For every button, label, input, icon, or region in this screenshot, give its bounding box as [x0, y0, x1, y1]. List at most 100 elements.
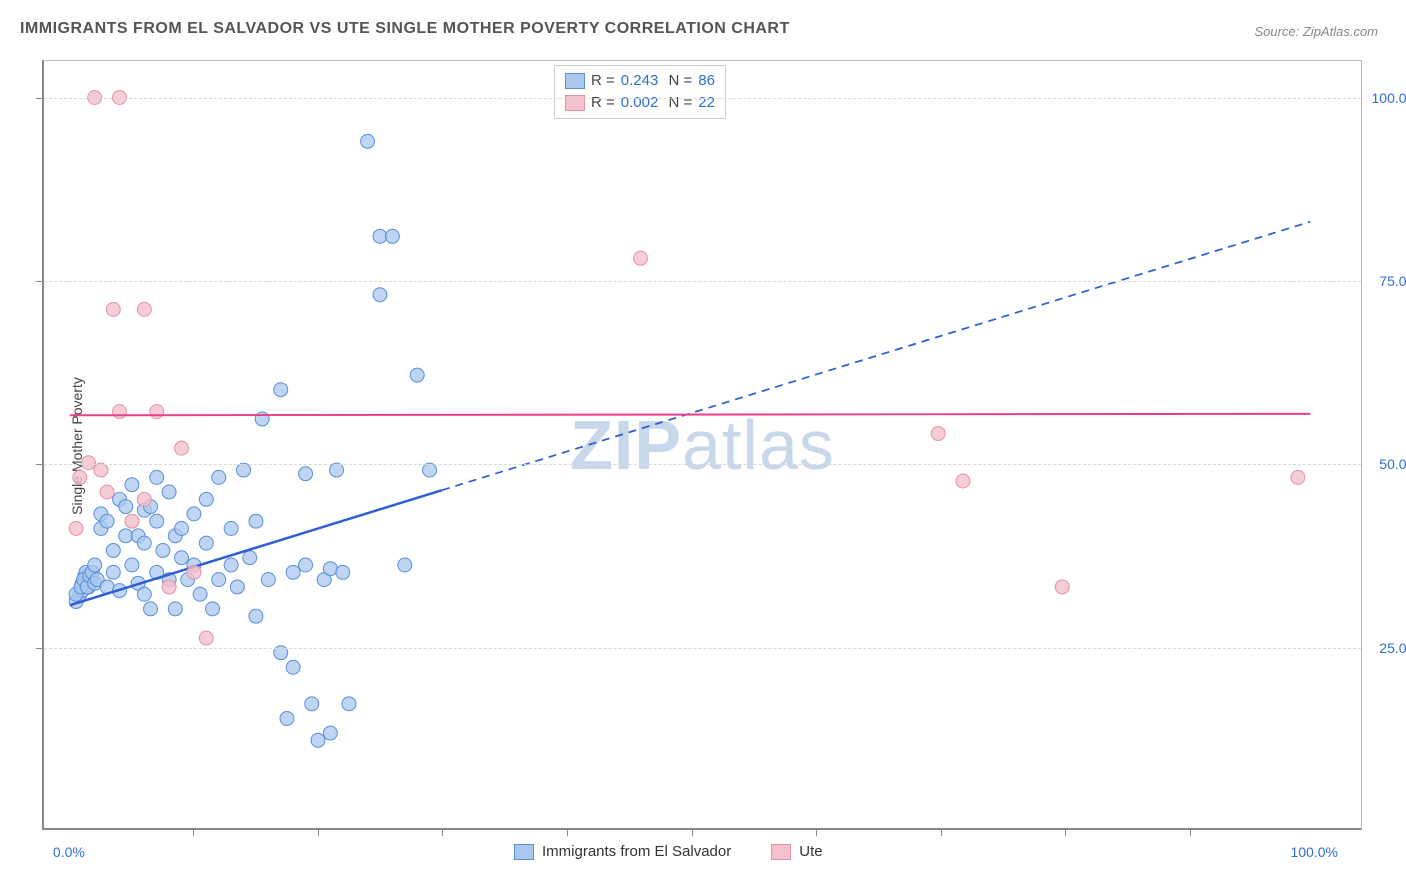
scatter-point — [634, 251, 648, 265]
scatter-point — [106, 543, 120, 557]
scatter-point — [162, 485, 176, 499]
x-tick-mark — [941, 828, 942, 836]
y-tick-mark — [36, 464, 44, 465]
legend-n-label-2: N = — [664, 92, 692, 114]
scatter-point — [137, 302, 151, 316]
legend-r-label-1: R = — [591, 70, 615, 92]
y-tick-label: 75.0% — [1379, 273, 1406, 289]
scatter-point — [100, 485, 114, 499]
scatter-point — [305, 697, 319, 711]
scatter-point — [119, 500, 133, 514]
scatter-point — [286, 565, 300, 579]
scatter-point — [175, 441, 189, 455]
scatter-point — [1291, 470, 1305, 484]
x-tick-mark — [1190, 828, 1191, 836]
scatter-point — [193, 587, 207, 601]
scatter-point — [361, 134, 375, 148]
x-tick-mark — [318, 828, 319, 836]
legend-bottom-swatch-1 — [514, 844, 534, 860]
y-tick-label: 25.0% — [1379, 640, 1406, 656]
scatter-point — [261, 573, 275, 587]
trend-line-solid — [70, 414, 1310, 415]
gridline-h — [44, 281, 1361, 282]
gridline-h — [44, 98, 1361, 99]
scatter-point — [224, 522, 238, 536]
scatter-point — [144, 602, 158, 616]
scatter-point — [187, 507, 201, 521]
scatter-point — [73, 470, 87, 484]
trend-line-dashed — [442, 222, 1310, 490]
x-tick-mark — [193, 828, 194, 836]
scatter-point — [212, 470, 226, 484]
scatter-point — [373, 288, 387, 302]
scatter-point — [106, 302, 120, 316]
scatter-point — [311, 733, 325, 747]
legend-row-1: R = 0.243 N = 86 — [565, 70, 715, 92]
scatter-point — [175, 551, 189, 565]
x-tick-mark — [816, 828, 817, 836]
scatter-point — [323, 726, 337, 740]
scatter-point — [230, 580, 244, 594]
scatter-point — [106, 565, 120, 579]
legend-top: R = 0.243 N = 86 R = 0.002 N = 22 — [554, 65, 726, 119]
scatter-point — [88, 558, 102, 572]
scatter-point — [137, 536, 151, 550]
plot-area: ZIPatlas R = 0.243 N = 86 R = 0.002 N = … — [42, 60, 1362, 830]
legend-r-value-2: 0.002 — [621, 92, 659, 114]
scatter-point — [286, 660, 300, 674]
legend-bottom-swatch-2 — [771, 844, 791, 860]
legend-n-label-1: N = — [664, 70, 692, 92]
scatter-point — [137, 492, 151, 506]
scatter-point — [299, 558, 313, 572]
scatter-point — [249, 514, 263, 528]
scatter-point — [150, 405, 164, 419]
scatter-point — [398, 558, 412, 572]
x-tick-mark — [1065, 828, 1066, 836]
y-tick-mark — [36, 281, 44, 282]
y-tick-label: 50.0% — [1379, 456, 1406, 472]
scatter-point — [1055, 580, 1069, 594]
legend-n-value-1: 86 — [698, 70, 715, 92]
gridline-h — [44, 648, 1361, 649]
scatter-point — [150, 470, 164, 484]
scatter-point — [249, 609, 263, 623]
scatter-point — [125, 478, 139, 492]
scatter-point — [199, 631, 213, 645]
legend-swatch-1 — [565, 73, 585, 89]
scatter-point — [206, 602, 220, 616]
scatter-point — [199, 536, 213, 550]
scatter-point — [137, 587, 151, 601]
scatter-point — [323, 562, 337, 576]
scatter-point — [410, 368, 424, 382]
scatter-point — [274, 383, 288, 397]
scatter-point — [243, 551, 257, 565]
y-tick-mark — [36, 648, 44, 649]
scatter-point — [212, 573, 226, 587]
chart-title: IMMIGRANTS FROM EL SALVADOR VS UTE SINGL… — [20, 20, 790, 38]
scatter-point — [373, 229, 387, 243]
scatter-point — [162, 580, 176, 594]
scatter-point — [119, 529, 133, 543]
chart-svg — [44, 61, 1361, 828]
y-tick-label: 100.0% — [1372, 90, 1406, 106]
legend-n-value-2: 22 — [698, 92, 715, 114]
legend-bottom-label-1: Immigrants from El Salvador — [542, 843, 731, 860]
scatter-point — [125, 558, 139, 572]
legend-bottom-entry-1: Immigrants from El Salvador — [514, 843, 731, 860]
source-label: Source: ZipAtlas.com — [1254, 24, 1378, 39]
scatter-point — [255, 412, 269, 426]
legend-r-value-1: 0.243 — [621, 70, 659, 92]
legend-row-2: R = 0.002 N = 22 — [565, 92, 715, 114]
scatter-point — [175, 522, 189, 536]
scatter-point — [224, 558, 238, 572]
scatter-point — [100, 514, 114, 528]
legend-bottom: Immigrants from El Salvador Ute — [514, 843, 823, 860]
x-tick-label: 0.0% — [53, 844, 85, 860]
scatter-point — [82, 456, 96, 470]
scatter-point — [113, 405, 127, 419]
scatter-point — [280, 711, 294, 725]
scatter-point — [342, 697, 356, 711]
scatter-point — [199, 492, 213, 506]
legend-r-label-2: R = — [591, 92, 615, 114]
scatter-point — [956, 474, 970, 488]
